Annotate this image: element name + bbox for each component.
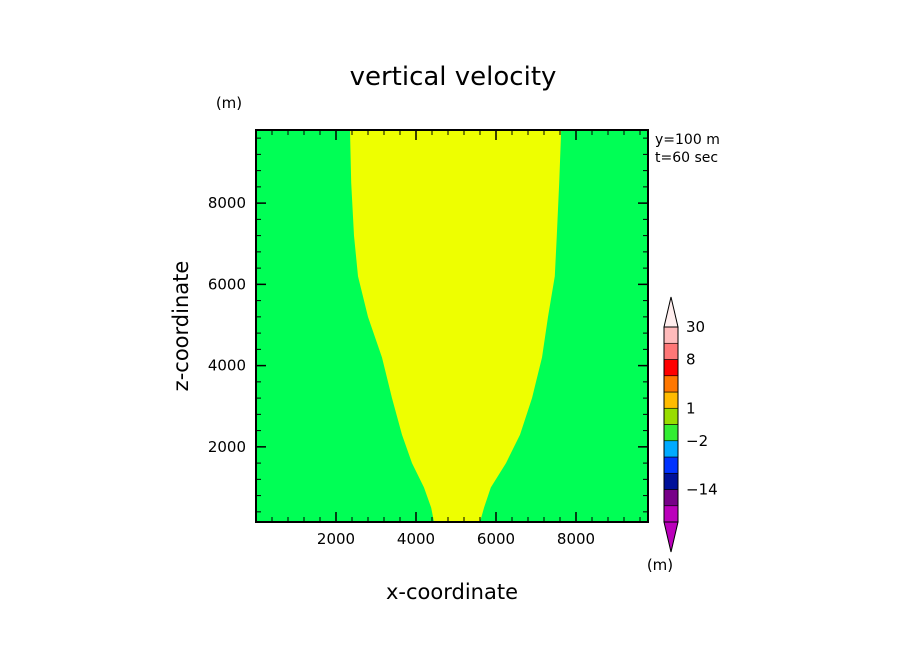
annotation-y: y=100 m <box>655 132 720 148</box>
colorbar-frame <box>663 326 679 523</box>
y-axis-unit: (m) <box>216 94 242 112</box>
colorbar-segment <box>663 489 679 507</box>
x-tick-label: 2000 <box>317 530 355 548</box>
colorbar-segment <box>663 326 679 344</box>
x-tick-label: 6000 <box>477 530 515 548</box>
colorbar-segment <box>663 456 679 474</box>
colorbar-segment <box>663 424 679 442</box>
y-tick-label: 4000 <box>208 357 246 375</box>
colorbar-segment <box>663 407 679 425</box>
colorbar-segment <box>663 375 679 393</box>
y-tick-label: 6000 <box>208 275 246 293</box>
x-tick-label: 8000 <box>557 530 595 548</box>
colorbar-bottom-arrow <box>663 521 679 553</box>
colorbar-top-arrow <box>663 296 679 328</box>
colorbar-label: 1 <box>686 399 696 417</box>
colorbar-segment <box>663 391 679 409</box>
x-axis-label: x-coordinate <box>386 580 518 604</box>
colorbar-label: −2 <box>686 432 708 450</box>
y-tick-label: 8000 <box>208 194 246 212</box>
colorbar-label: 30 <box>686 318 705 336</box>
colorbar: 30 8 1 −2 −14 <box>663 296 718 553</box>
x-tick-label: 4000 <box>397 530 435 548</box>
annotation-t: t=60 sec <box>655 150 718 166</box>
colorbar-segment <box>663 440 679 458</box>
plume-region <box>350 130 562 522</box>
colorbar-label: −14 <box>686 481 718 499</box>
axis-ticks: 2000 4000 6000 8000 2000 4000 6000 8000 <box>208 130 648 548</box>
colorbar-segment <box>663 505 679 523</box>
y-axis-label: z-coordinate <box>169 261 193 392</box>
colorbar-segment <box>663 472 679 490</box>
colorbar-segment <box>663 359 679 377</box>
y-tick-label: 2000 <box>208 438 246 456</box>
plot-frame <box>255 129 649 523</box>
colorbar-label: 8 <box>686 351 696 369</box>
colorbar-unit: (m) <box>647 556 673 574</box>
chart-title: vertical velocity <box>350 62 557 92</box>
colorbar-segment <box>663 342 679 360</box>
